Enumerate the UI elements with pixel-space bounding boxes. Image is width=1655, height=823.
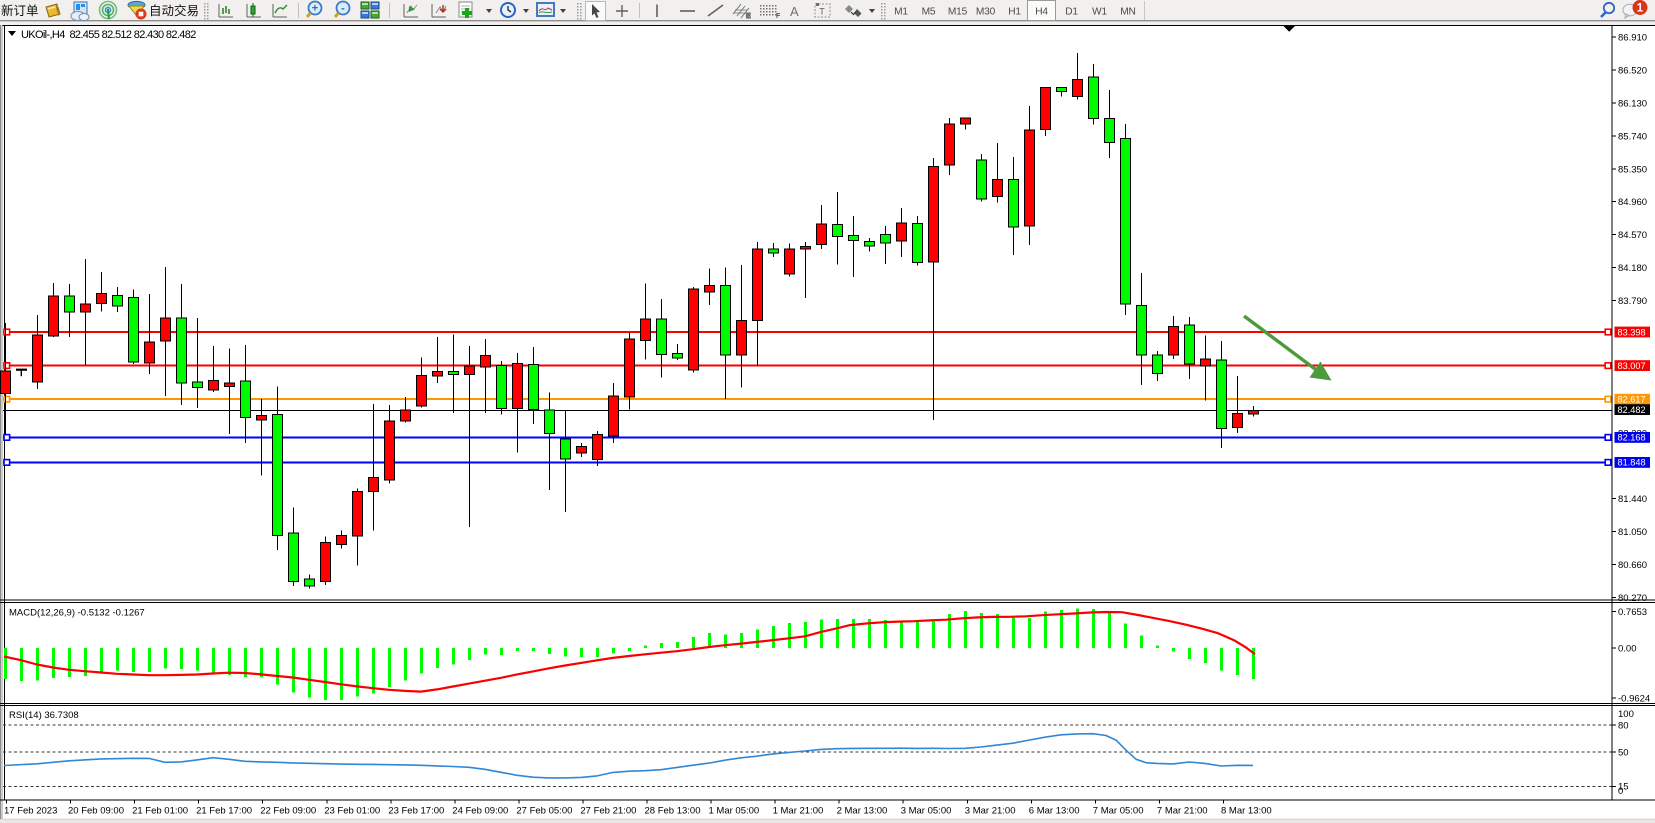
svg-text:83.007: 83.007 — [1618, 361, 1646, 371]
svg-text:1 Mar 21:00: 1 Mar 21:00 — [773, 806, 824, 817]
svg-text:7 Mar 21:00: 7 Mar 21:00 — [1157, 806, 1208, 817]
svg-text:23 Feb 01:00: 23 Feb 01:00 — [324, 806, 380, 817]
svg-text:21 Feb 17:00: 21 Feb 17:00 — [196, 806, 252, 817]
svg-text:84.180: 84.180 — [1618, 263, 1647, 274]
svg-text:24 Feb 09:00: 24 Feb 09:00 — [452, 806, 508, 817]
svg-text:85.350: 85.350 — [1618, 164, 1647, 175]
svg-text:2 Mar 13:00: 2 Mar 13:00 — [837, 806, 888, 817]
svg-text:22 Feb 09:00: 22 Feb 09:00 — [260, 806, 316, 817]
svg-text:23 Feb 17:00: 23 Feb 17:00 — [388, 806, 444, 817]
svg-text:自动交易: 自动交易 — [149, 3, 199, 18]
svg-text:F: F — [776, 13, 781, 20]
svg-text:3 Mar 05:00: 3 Mar 05:00 — [901, 806, 952, 817]
svg-text:17 Feb 2023: 17 Feb 2023 — [4, 806, 57, 817]
svg-text:82.617: 82.617 — [1618, 395, 1646, 405]
svg-text:85.740: 85.740 — [1618, 131, 1647, 142]
svg-text:1 Mar 05:00: 1 Mar 05:00 — [709, 806, 760, 817]
svg-text:0.7653: 0.7653 — [1618, 607, 1647, 618]
svg-text:50: 50 — [1618, 747, 1629, 758]
svg-text:-0.9624: -0.9624 — [1618, 693, 1650, 704]
svg-text:新订单: 新订单 — [1, 3, 39, 18]
svg-text:MACD(12,26,9) -0.5132 -0.1267: MACD(12,26,9) -0.5132 -0.1267 — [9, 608, 145, 619]
svg-text:H4: H4 — [1035, 7, 1048, 18]
svg-text:27 Feb 05:00: 27 Feb 05:00 — [516, 806, 572, 817]
svg-text:28 Feb 13:00: 28 Feb 13:00 — [645, 806, 701, 817]
svg-text:27 Feb 21:00: 27 Feb 21:00 — [580, 806, 636, 817]
svg-text:M1: M1 — [894, 7, 908, 18]
svg-text:7 Mar 05:00: 7 Mar 05:00 — [1093, 806, 1144, 817]
svg-text:M15: M15 — [948, 7, 968, 18]
svg-text:0.00: 0.00 — [1618, 643, 1637, 654]
svg-text:E: E — [746, 13, 751, 20]
svg-text:RSI(14) 36.7308: RSI(14) 36.7308 — [9, 710, 79, 721]
svg-text:21 Feb 01:00: 21 Feb 01:00 — [132, 806, 188, 817]
svg-text:MN: MN — [1120, 7, 1135, 18]
svg-text:D1: D1 — [1065, 7, 1078, 18]
svg-text:80: 80 — [1618, 720, 1629, 731]
svg-text:3 Mar 21:00: 3 Mar 21:00 — [965, 806, 1016, 817]
svg-text:8 Mar 13:00: 8 Mar 13:00 — [1221, 806, 1272, 817]
svg-text:81.050: 81.050 — [1618, 527, 1647, 538]
svg-text:M30: M30 — [976, 7, 996, 18]
svg-text:83.398: 83.398 — [1618, 327, 1646, 337]
svg-text:100: 100 — [1618, 709, 1634, 720]
svg-text:-: - — [341, 3, 345, 15]
svg-text:83.790: 83.790 — [1618, 296, 1647, 307]
svg-text:H1: H1 — [1008, 7, 1021, 18]
svg-text:A: A — [790, 4, 799, 19]
svg-text:82.168: 82.168 — [1618, 433, 1646, 443]
svg-text:20 Feb 09:00: 20 Feb 09:00 — [68, 806, 124, 817]
svg-text:84.960: 84.960 — [1618, 197, 1647, 208]
svg-text:86.130: 86.130 — [1618, 98, 1647, 109]
svg-text:UKOil-,H4 82.455 82.512 82.43: UKOil-,H4 82.455 82.512 82.430 82.482 — [21, 29, 196, 41]
svg-text:80.660: 80.660 — [1618, 560, 1647, 571]
svg-text:81.440: 81.440 — [1618, 494, 1647, 505]
svg-text:6 Mar 13:00: 6 Mar 13:00 — [1029, 806, 1080, 817]
svg-text:15: 15 — [1618, 782, 1629, 793]
svg-text:M5: M5 — [922, 7, 936, 18]
svg-text:86.520: 86.520 — [1618, 65, 1647, 76]
svg-text:81.848: 81.848 — [1618, 458, 1646, 468]
svg-text:84.570: 84.570 — [1618, 230, 1647, 241]
svg-text:W1: W1 — [1092, 7, 1107, 18]
svg-text:80.270: 80.270 — [1618, 593, 1647, 604]
svg-text:86.910: 86.910 — [1618, 32, 1647, 43]
svg-text:+: + — [312, 3, 318, 15]
svg-text:0: 0 — [1618, 786, 1623, 797]
svg-text:82.482: 82.482 — [1618, 405, 1646, 415]
svg-text:1: 1 — [1637, 3, 1644, 15]
svg-text:T: T — [819, 7, 825, 17]
